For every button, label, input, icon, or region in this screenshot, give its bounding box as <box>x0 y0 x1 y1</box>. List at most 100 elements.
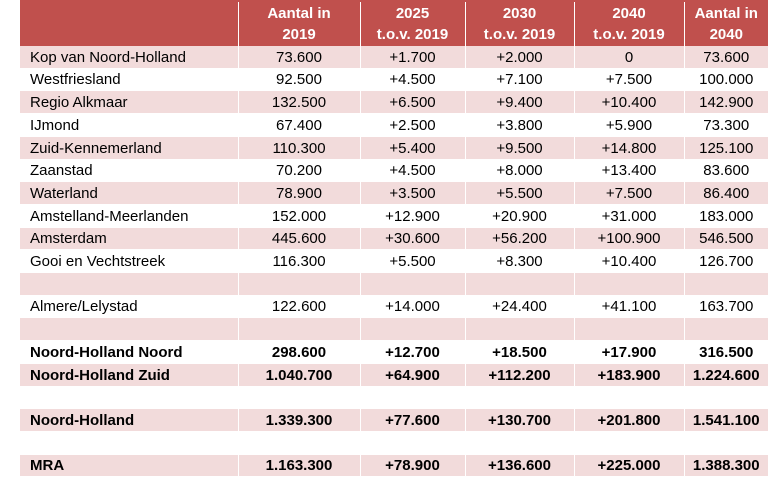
count-2019-cell: 1.339.300 <box>238 408 361 432</box>
change-2030-cell: +8.300 <box>465 249 575 273</box>
change-2025-cell: +5.500 <box>360 249 466 273</box>
change-2025-cell: +4.500 <box>360 68 466 91</box>
change-2040-cell: +13.400 <box>574 159 685 182</box>
count-2019-cell: 298.600 <box>238 340 361 364</box>
table-row: Amsterdam 445.600 +30.600 +56.200 +100.900 54… <box>20 227 768 250</box>
header-cell-count-2040: Aantal in 2040 <box>684 2 768 46</box>
count-2019-cell: 110.300 <box>238 136 361 160</box>
change-2030-cell: +9.500 <box>465 136 575 160</box>
region-cell: IJmond <box>20 113 239 137</box>
change-2030-cell <box>465 272 575 296</box>
table-header-row: Aantal in 2019 2025 t.o.v. 2019 2030 t.o.v.… <box>20 2 768 46</box>
change-2040-cell <box>574 431 685 455</box>
count-2019-cell: 73.600 <box>238 46 361 69</box>
change-2040-cell: +31.000 <box>574 204 685 228</box>
change-2040-cell <box>574 272 685 296</box>
change-2030-cell: +8.000 <box>465 159 575 182</box>
change-2025-cell: +2.500 <box>360 113 466 137</box>
region-cell: Gooi en Vechtstreek <box>20 249 239 273</box>
count-2019-cell <box>238 317 361 341</box>
count-2040-cell: 142.900 <box>684 90 768 114</box>
change-2030-cell: +9.400 <box>465 90 575 114</box>
change-2040-cell: +225.000 <box>574 454 685 477</box>
change-2030-cell <box>465 431 575 455</box>
count-2040-cell: 100.000 <box>684 68 768 91</box>
table-row: Almere/Lelystad 122.600 +14.000 +24.400 +41.… <box>20 295 768 318</box>
change-2025-cell <box>360 317 466 341</box>
count-2040-cell: 125.100 <box>684 136 768 160</box>
region-cell: Waterland <box>20 181 239 205</box>
change-2030-cell <box>465 386 575 409</box>
table-row: Waterland 78.900 +3.500 +5.500 +7.500 86.400 <box>20 181 768 205</box>
change-2025-cell: +12.900 <box>360 204 466 228</box>
change-2030-cell: +7.100 <box>465 68 575 91</box>
count-2019-cell <box>238 431 361 455</box>
count-2019-cell: 132.500 <box>238 90 361 114</box>
change-2030-cell: +136.600 <box>465 454 575 477</box>
table-top-rule <box>20 0 768 2</box>
count-2040-cell <box>684 272 768 296</box>
region-cell <box>20 386 239 409</box>
change-2025-cell <box>360 386 466 409</box>
region-cell: MRA <box>20 454 239 477</box>
change-2040-cell: 0 <box>574 46 685 69</box>
change-2030-cell: +112.200 <box>465 363 575 387</box>
region-cell: Zuid-Kennemerland <box>20 136 239 160</box>
table-row <box>20 386 768 409</box>
change-2040-cell <box>574 386 685 409</box>
change-2025-cell: +64.900 <box>360 363 466 387</box>
change-2030-cell: +2.000 <box>465 46 575 69</box>
table-row <box>20 431 768 455</box>
header-cell-change-2025: 2025 t.o.v. 2019 <box>360 2 466 46</box>
household-forecast-table: Aantal in 2019 2025 t.o.v. 2019 2030 t.o.v.… <box>20 2 768 477</box>
count-2019-cell: 1.163.300 <box>238 454 361 477</box>
change-2025-cell: +6.500 <box>360 90 466 114</box>
table-row: Noord-Holland 1.339.300 +77.600 +130.700 +20… <box>20 408 768 432</box>
table-row <box>20 317 768 341</box>
count-2019-cell <box>238 272 361 296</box>
count-2019-cell: 122.600 <box>238 295 361 318</box>
change-2025-cell: +78.900 <box>360 454 466 477</box>
table-row: Westfriesland 92.500 +4.500 +7.100 +7.500 100… <box>20 68 768 91</box>
region-cell: Amstelland-Meerlanden <box>20 204 239 228</box>
count-2040-cell: 183.000 <box>684 204 768 228</box>
count-2040-cell: 83.600 <box>684 159 768 182</box>
change-2025-cell: +77.600 <box>360 408 466 432</box>
table-row: Noord-Holland Zuid 1.040.700 +64.900 +112.2… <box>20 363 768 387</box>
change-2040-cell: +10.400 <box>574 249 685 273</box>
table-row <box>20 272 768 296</box>
change-2030-cell: +20.900 <box>465 204 575 228</box>
count-2040-cell: 73.300 <box>684 113 768 137</box>
count-2040-cell <box>684 431 768 455</box>
table-row: Zaanstad 70.200 +4.500 +8.000 +13.400 83.600 <box>20 159 768 182</box>
count-2040-cell: 126.700 <box>684 249 768 273</box>
change-2030-cell: +3.800 <box>465 113 575 137</box>
header-cell-change-2040: 2040 t.o.v. 2019 <box>574 2 685 46</box>
change-2025-cell: +30.600 <box>360 227 466 250</box>
count-2040-cell: 546.500 <box>684 227 768 250</box>
change-2025-cell: +1.700 <box>360 46 466 69</box>
table-row: Amstelland-Meerlanden 152.000 +12.900 +20.9… <box>20 204 768 228</box>
change-2040-cell: +201.800 <box>574 408 685 432</box>
count-2040-cell: 73.600 <box>684 46 768 69</box>
change-2040-cell: +7.500 <box>574 181 685 205</box>
change-2040-cell: +10.400 <box>574 90 685 114</box>
region-cell: Noord-Holland Noord <box>20 340 239 364</box>
region-cell: Almere/Lelystad <box>20 295 239 318</box>
change-2030-cell: +5.500 <box>465 181 575 205</box>
header-cell-count-2019: Aantal in 2019 <box>238 2 361 46</box>
count-2040-cell: 1.541.100 <box>684 408 768 432</box>
table-row: IJmond 67.400 +2.500 +3.800 +5.900 73.300 <box>20 113 768 137</box>
count-2019-cell: 1.040.700 <box>238 363 361 387</box>
count-2040-cell: 316.500 <box>684 340 768 364</box>
count-2019-cell: 152.000 <box>238 204 361 228</box>
count-2040-cell: 86.400 <box>684 181 768 205</box>
region-cell: Amsterdam <box>20 227 239 250</box>
table-row: Regio Alkmaar 132.500 +6.500 +9.400 +10.400 1… <box>20 90 768 114</box>
count-2040-cell: 163.700 <box>684 295 768 318</box>
change-2040-cell: +5.900 <box>574 113 685 137</box>
region-cell: Westfriesland <box>20 68 239 91</box>
count-2019-cell: 445.600 <box>238 227 361 250</box>
change-2040-cell: +14.800 <box>574 136 685 160</box>
change-2040-cell: +41.100 <box>574 295 685 318</box>
